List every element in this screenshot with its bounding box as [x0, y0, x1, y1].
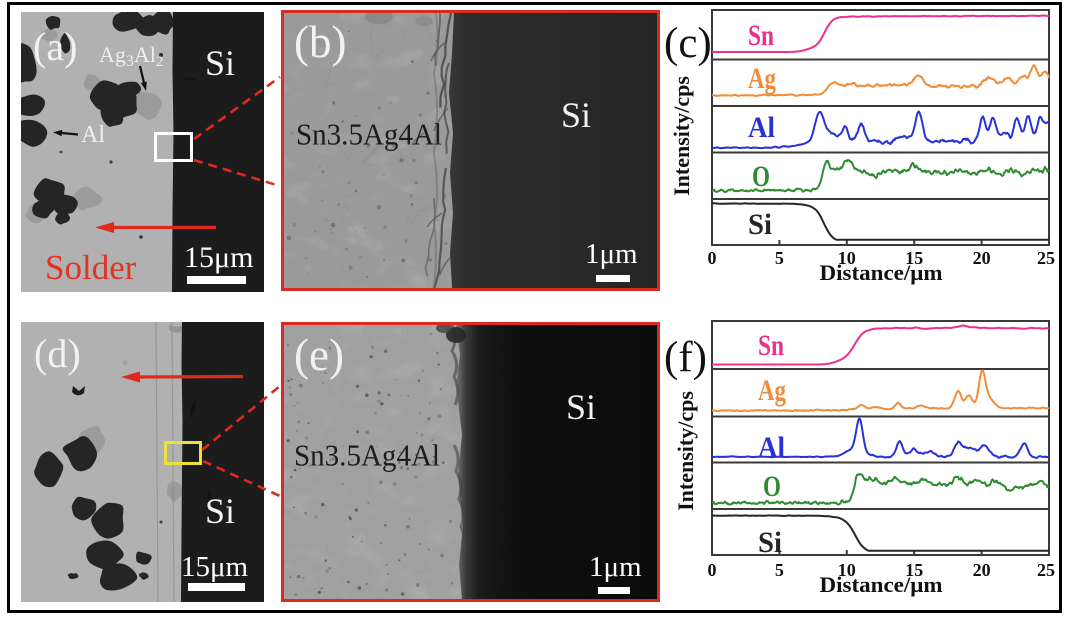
svg-text:Sn3.5Ag4Al: Sn3.5Ag4Al	[296, 118, 442, 152]
svg-text:Distance/μm: Distance/μm	[820, 260, 943, 285]
svg-text:10: 10	[838, 560, 856, 580]
svg-text:Sn: Sn	[758, 329, 784, 362]
svg-text:5: 5	[775, 560, 784, 580]
svg-text:15: 15	[905, 560, 923, 580]
svg-text:0: 0	[708, 560, 717, 580]
svg-text:Al: Al	[748, 111, 775, 144]
svg-text:15μm: 15μm	[181, 551, 249, 583]
svg-text:10: 10	[838, 248, 856, 268]
svg-text:Sn: Sn	[748, 19, 774, 52]
svg-text:(f): (f)	[664, 334, 707, 381]
svg-text:O: O	[752, 160, 770, 193]
svg-text:Ag: Ag	[748, 62, 776, 95]
svg-text:Al: Al	[758, 431, 785, 464]
svg-text:25: 25	[1037, 560, 1055, 580]
svg-text:Si: Si	[758, 526, 782, 559]
svg-text:25: 25	[1037, 248, 1055, 268]
svg-text:20: 20	[973, 560, 991, 580]
svg-text:Distance/μm: Distance/μm	[820, 572, 943, 597]
svg-text:(d): (d)	[34, 331, 81, 376]
svg-text:(b): (b)	[294, 17, 346, 67]
svg-text:Intensity/cps: Intensity/cps	[669, 76, 694, 196]
svg-text:Si: Si	[748, 208, 772, 241]
svg-text:15: 15	[905, 248, 923, 268]
svg-text:1μm: 1μm	[589, 551, 642, 583]
svg-text:Intensity/cps: Intensity/cps	[673, 391, 698, 511]
svg-text:Solder: Solder	[45, 248, 137, 287]
svg-text:(e): (e)	[294, 330, 344, 380]
svg-text:Sn3.5Ag4Al: Sn3.5Ag4Al	[294, 439, 440, 473]
svg-text:1μm: 1μm	[585, 238, 638, 270]
svg-text:Ag: Ag	[758, 374, 786, 407]
svg-text:Si: Si	[561, 95, 591, 135]
svg-text:(c): (c)	[664, 20, 712, 67]
svg-text:Al: Al	[81, 122, 105, 148]
svg-text:15μm: 15μm	[184, 241, 253, 274]
svg-text:0: 0	[708, 248, 717, 268]
svg-text:Si: Si	[205, 491, 235, 531]
svg-text:20: 20	[973, 248, 991, 268]
svg-text:5: 5	[775, 248, 784, 268]
svg-text:Si: Si	[205, 43, 235, 83]
svg-text:(a): (a)	[33, 24, 77, 69]
svg-text:O: O	[763, 470, 781, 503]
svg-text:Si: Si	[566, 387, 596, 427]
